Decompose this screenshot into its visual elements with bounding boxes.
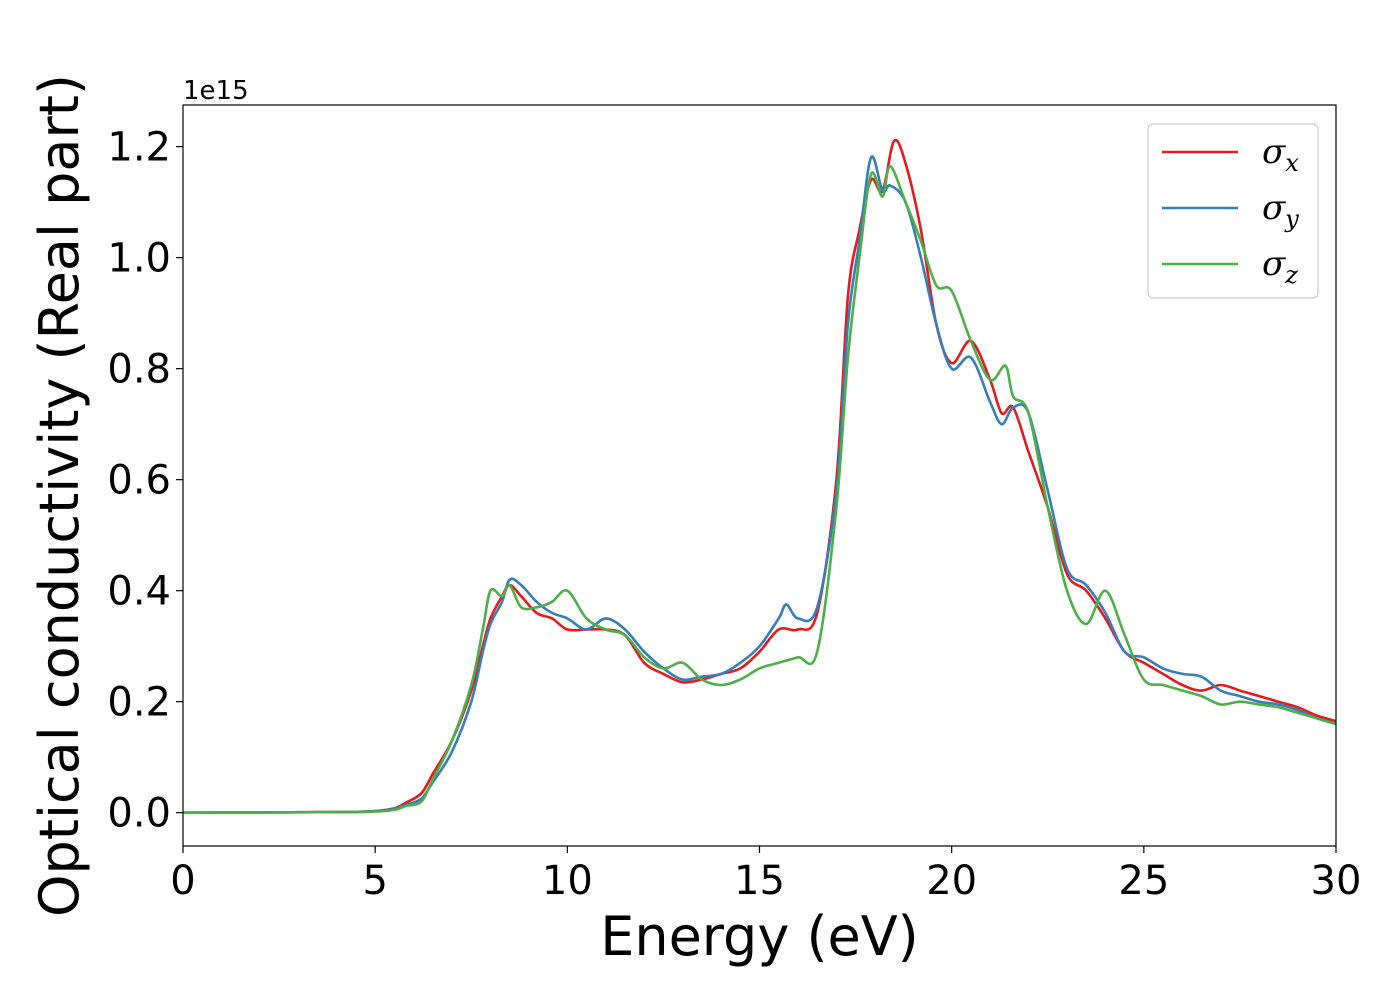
- y-tick-label: 1.0: [107, 236, 171, 282]
- y-tick-label: 0.0: [107, 791, 171, 837]
- x-tick-label: 25: [1118, 858, 1169, 904]
- x-axis-title: Energy (eV): [600, 905, 919, 968]
- y-tick-label: 0.6: [107, 458, 171, 504]
- x-tick-label: 10: [542, 858, 593, 904]
- x-tick-label: 5: [362, 858, 387, 904]
- y-tick-label: 0.8: [107, 347, 171, 393]
- y-tick-label: 1.2: [107, 125, 171, 171]
- legend-label-y: σy: [1262, 188, 1299, 233]
- legend-box: [1147, 123, 1319, 299]
- x-tick-label: 15: [734, 858, 785, 904]
- series-line-z: [183, 164, 1336, 814]
- series-layer: [183, 138, 1336, 814]
- y-tick-label: 0.4: [107, 569, 171, 615]
- legend-label-z: σz: [1262, 244, 1298, 289]
- y-offset-label: 1e15: [183, 76, 249, 106]
- y-tick-label: 0.2: [107, 680, 171, 726]
- x-tick-label: 30: [1311, 858, 1362, 904]
- y-axis-title: Optical conductivity (Real part): [28, 74, 91, 917]
- x-tick-label: 20: [926, 858, 977, 904]
- legend: σx σy σz: [1147, 123, 1319, 299]
- legend-label-x: σx: [1262, 132, 1299, 177]
- ticks-layer: 0 5 10 15 20 25 30 0.0 0.2 0.4 0.6 0.8 1.0 1.2: [107, 125, 1361, 904]
- x-tick-label: 0: [170, 858, 195, 904]
